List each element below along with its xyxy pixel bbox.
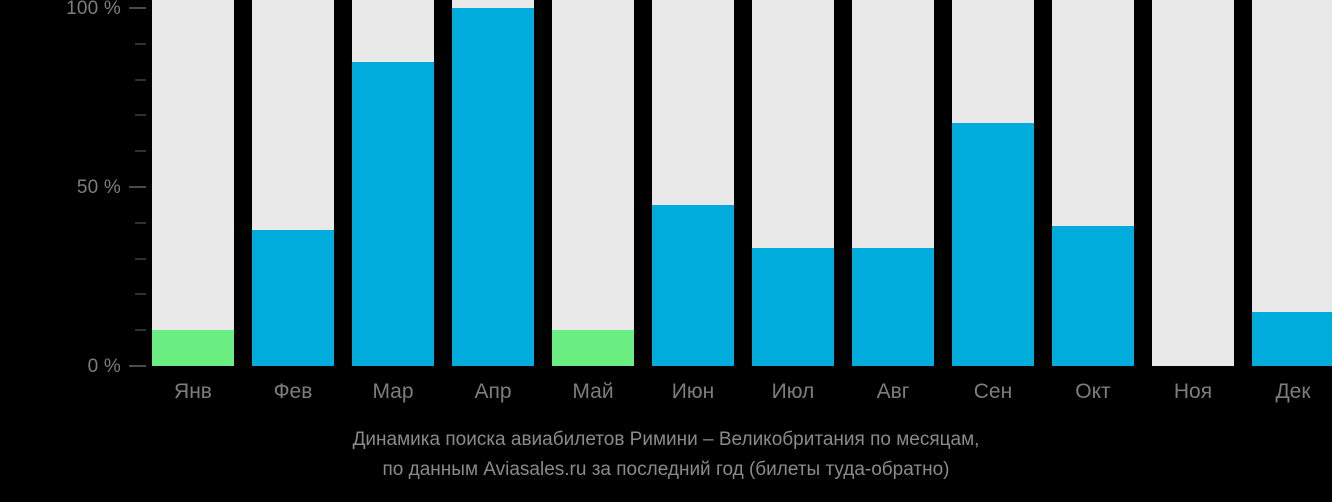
bar-fill[interactable] xyxy=(1252,312,1332,366)
x-axis-label-апр: Апр xyxy=(474,380,512,403)
bar-column[interactable] xyxy=(1152,0,1234,366)
bar-fill[interactable] xyxy=(452,8,534,366)
x-axis-label-фев: Фев xyxy=(273,380,313,403)
bar-column[interactable] xyxy=(452,0,534,366)
x-axis: Янв Фев Мар Апр Май Июн Июл Авг Сен Окт Ноя Дек xyxy=(152,366,1332,418)
x-axis-label-дек: Дек xyxy=(1275,380,1311,403)
y-axis-tick-label: 100 % xyxy=(66,0,121,19)
bar-column[interactable] xyxy=(152,0,234,366)
bar-track xyxy=(1152,0,1234,366)
x-axis-label-июл: Июл xyxy=(771,380,815,403)
bar-fill[interactable] xyxy=(1052,226,1134,366)
x-axis-label-мар: Мар xyxy=(372,380,414,403)
bar-track xyxy=(152,0,234,366)
bar-column[interactable] xyxy=(252,0,334,366)
x-axis-label-янв: Янв xyxy=(174,380,212,403)
caption-line-1: Динамика поиска авиабилетов Римини – Вел… xyxy=(352,429,980,450)
y-axis-tick-mark xyxy=(135,114,146,117)
bar-track xyxy=(1252,0,1332,366)
bar-column[interactable] xyxy=(652,0,734,366)
y-axis-tick-mark xyxy=(135,42,146,45)
y-axis-tick-mark xyxy=(135,329,146,332)
y-axis-tick-label: 0 % xyxy=(87,355,121,377)
y-axis-tick-label: 50 % xyxy=(76,176,121,198)
bar-fill[interactable] xyxy=(352,61,434,366)
bar-fill[interactable] xyxy=(252,229,334,366)
y-axis-tick-mark xyxy=(129,365,146,367)
x-axis-label-сен: Сен xyxy=(973,380,1013,403)
x-axis-label-май: Май xyxy=(572,380,614,403)
bar-column[interactable] xyxy=(352,0,434,366)
caption-line-2: по данным Aviasales.ru за последний год … xyxy=(382,459,950,480)
y-axis-tick-mark xyxy=(135,150,146,153)
y-axis-tick-mark xyxy=(135,221,146,224)
bar-fill[interactable] xyxy=(752,247,834,366)
bar-track xyxy=(552,0,634,366)
plot-area xyxy=(152,0,1332,366)
bar-column[interactable] xyxy=(952,0,1034,366)
y-axis: 100 % 50 % 0 % xyxy=(0,0,152,380)
bar-column[interactable] xyxy=(752,0,834,366)
bar-fill[interactable] xyxy=(652,204,734,366)
bar-fill[interactable] xyxy=(552,330,634,366)
bar-fill[interactable] xyxy=(152,330,234,366)
y-axis-tick-mark xyxy=(135,78,146,81)
bar-fill[interactable] xyxy=(852,247,934,366)
bar-column[interactable] xyxy=(552,0,634,366)
y-axis-tick-mark xyxy=(129,7,146,9)
y-axis-tick-mark xyxy=(135,257,146,260)
x-axis-label-ноя: Ноя xyxy=(1173,380,1213,403)
bar-column[interactable] xyxy=(1252,0,1332,366)
chart-caption: Динамика поиска авиабилетов Римини – Вел… xyxy=(0,425,1332,485)
bar-fill[interactable] xyxy=(952,122,1034,366)
y-axis-tick-mark xyxy=(129,186,146,188)
x-axis-label-окт: Окт xyxy=(1075,380,1111,403)
x-axis-label-июн: Июн xyxy=(671,380,715,403)
x-axis-label-авг: Авг xyxy=(876,380,910,403)
bar-column[interactable] xyxy=(1052,0,1134,366)
y-axis-tick-mark xyxy=(135,293,146,296)
bar-column[interactable] xyxy=(852,0,934,366)
